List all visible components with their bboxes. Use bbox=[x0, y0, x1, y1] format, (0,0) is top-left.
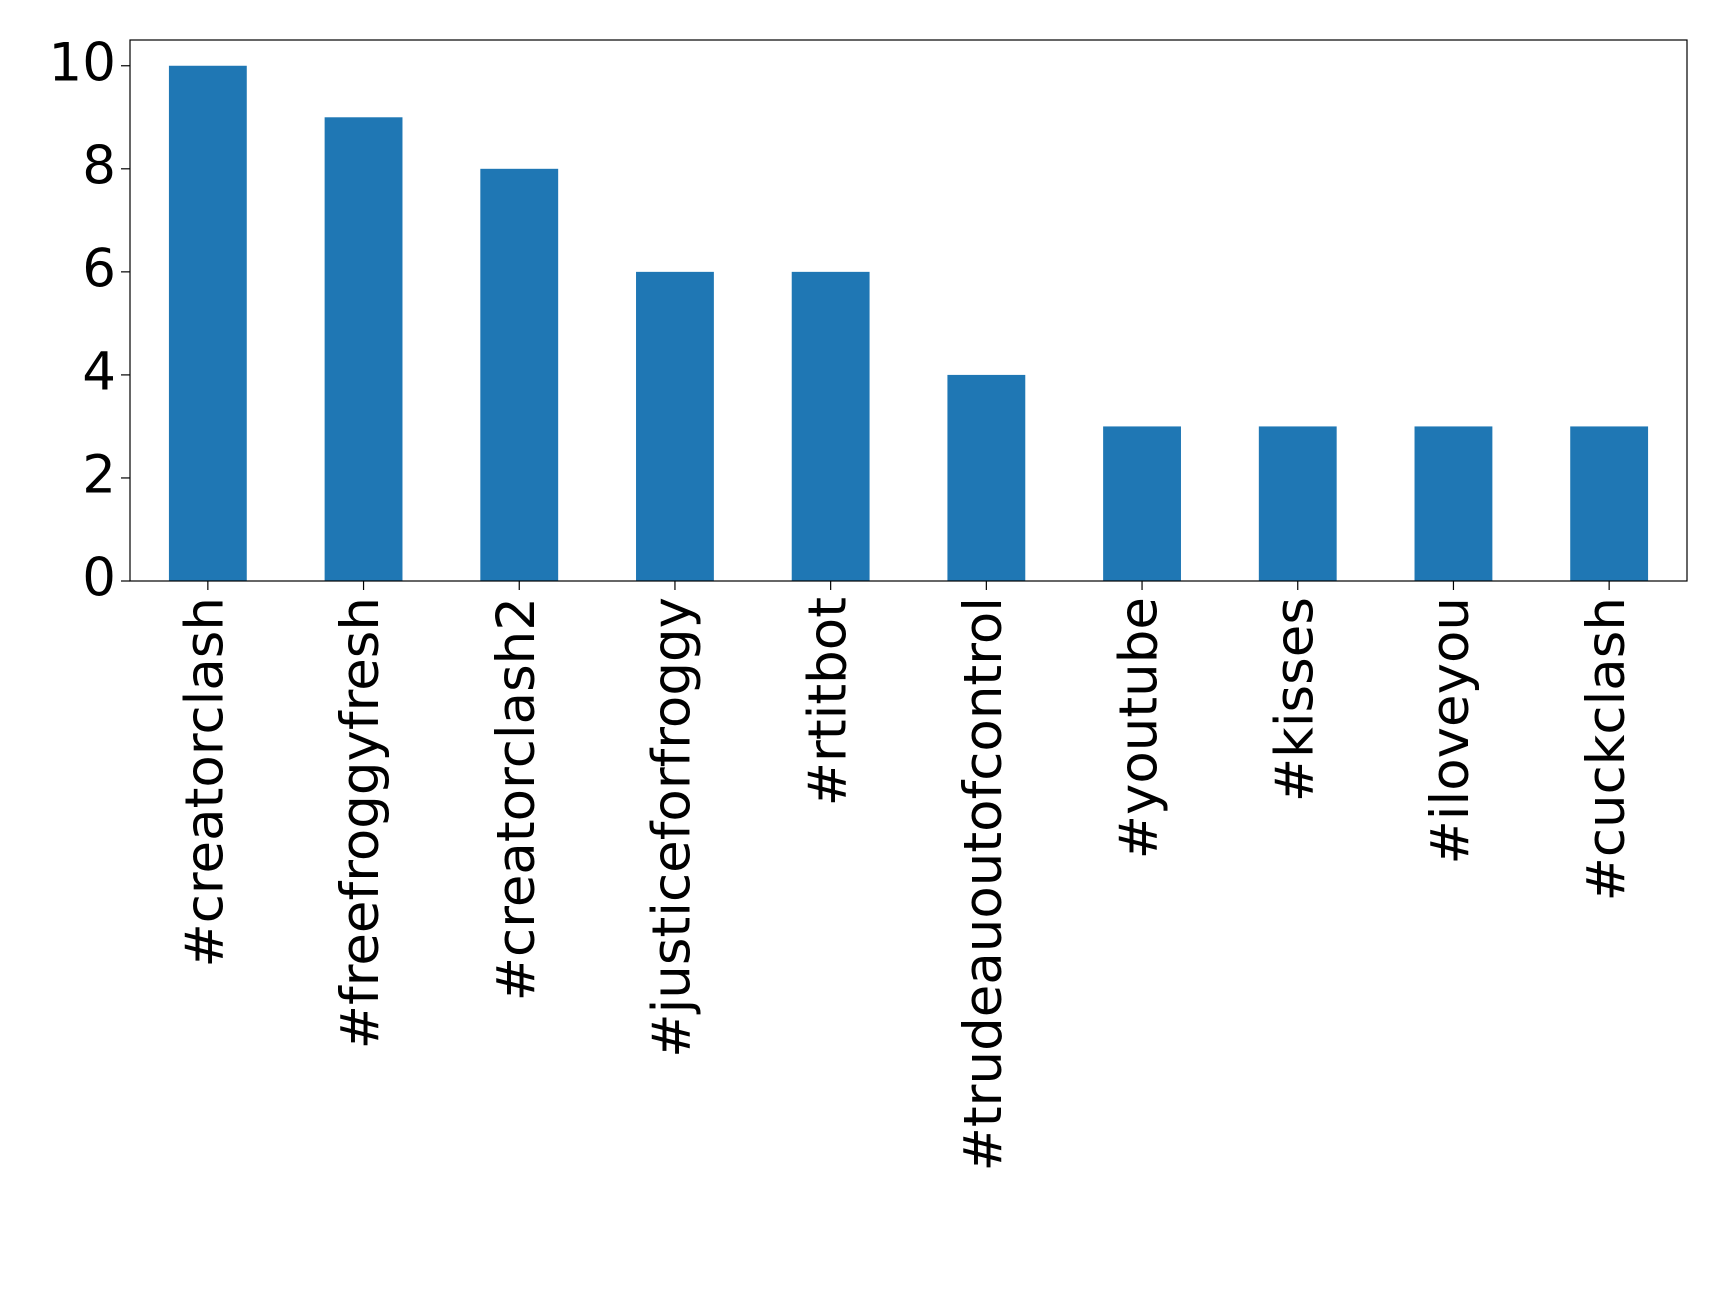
x-tick-label: #youtube bbox=[1109, 597, 1170, 859]
x-tick-label: #justiceforfroggy bbox=[642, 597, 703, 1058]
y-tick-label: 2 bbox=[82, 445, 116, 506]
x-tick-label: #freefroggyfresh bbox=[330, 597, 391, 1049]
y-tick-label: 6 bbox=[82, 238, 116, 299]
x-tick-label: #creatorclash bbox=[174, 597, 235, 968]
bar bbox=[791, 271, 870, 581]
bar bbox=[1414, 426, 1493, 581]
bar bbox=[324, 117, 403, 582]
x-tick-label: #iloveyou bbox=[1420, 597, 1481, 865]
bar bbox=[1570, 426, 1649, 581]
bar bbox=[636, 271, 714, 581]
bar bbox=[480, 168, 559, 582]
y-tick-label: 0 bbox=[82, 548, 116, 609]
y-tick-label: 4 bbox=[82, 342, 116, 403]
bar bbox=[947, 374, 1026, 581]
x-tick-label: #kisses bbox=[1264, 597, 1325, 802]
y-tick-label: 8 bbox=[82, 135, 116, 196]
bar bbox=[1103, 426, 1181, 581]
plot-frame bbox=[129, 39, 1688, 582]
bar bbox=[1258, 426, 1337, 581]
bar bbox=[168, 65, 247, 581]
x-tick-label: #rtitbot bbox=[797, 597, 858, 806]
x-tick-label: #creatorclash2 bbox=[486, 597, 547, 1001]
y-tick-label: 10 bbox=[49, 32, 116, 93]
x-tick-label: #cuckclash bbox=[1576, 597, 1637, 902]
x-tick-label: #trudeauoutofcontrol bbox=[953, 597, 1014, 1172]
